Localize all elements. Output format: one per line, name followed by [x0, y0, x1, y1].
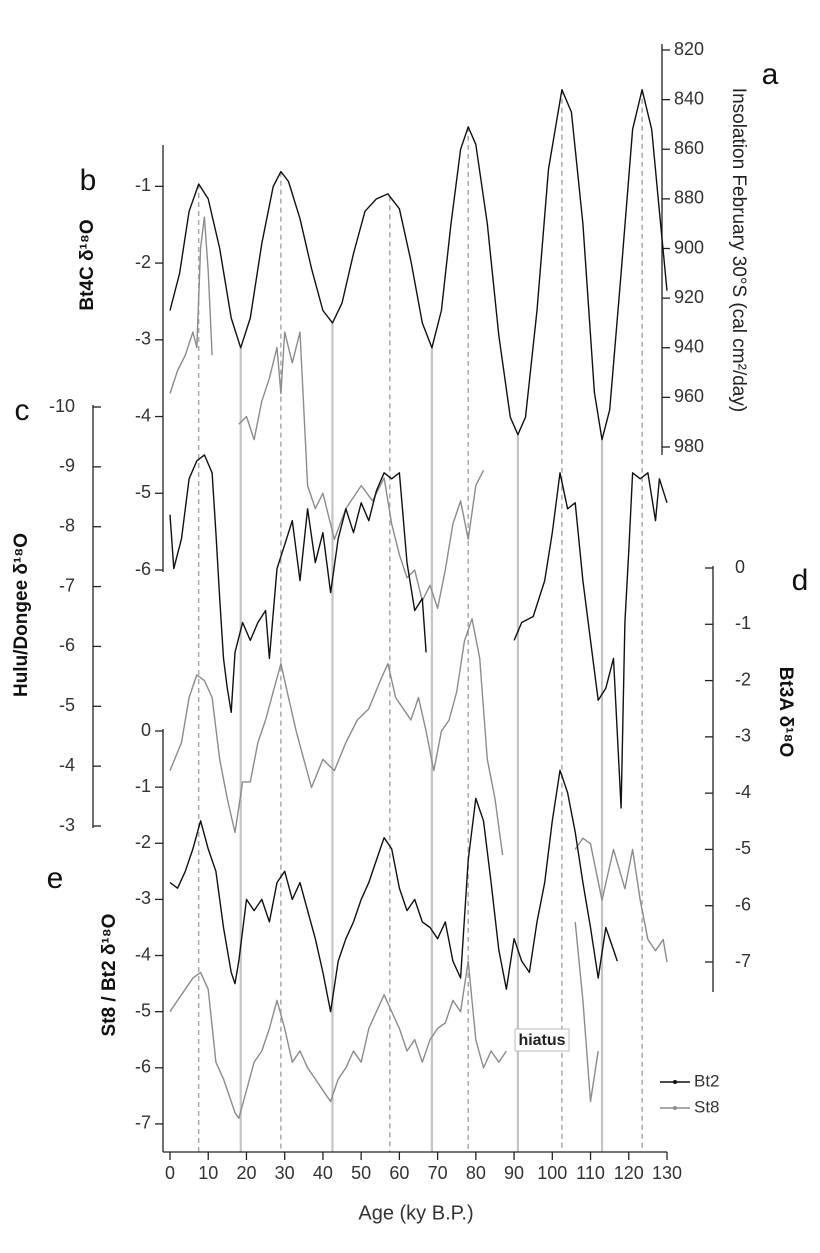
panel-label: c — [15, 394, 30, 427]
y-tick-label: -7 — [59, 575, 75, 595]
x-tick-label: 30 — [275, 1163, 295, 1183]
y-axis-label: Insolation February 30°S (cal cm²/day) — [728, 88, 749, 412]
legend-marker — [673, 1080, 677, 1084]
y-tick-label: 940 — [674, 337, 704, 357]
y-tick-label: 980 — [674, 436, 704, 456]
x-tick-label: 20 — [236, 1163, 256, 1183]
y-tick-label: -5 — [735, 838, 751, 858]
y-tick-label: -3 — [59, 815, 75, 835]
y-tick-label: -1 — [135, 776, 151, 796]
x-tick-label: 110 — [576, 1163, 605, 1183]
y-tick-label: -4 — [59, 755, 75, 775]
data-line — [169, 89, 668, 441]
legend-label: Bt2 — [694, 1071, 720, 1090]
y-tick-label: -3 — [135, 888, 151, 908]
y-tick-label: -3 — [135, 329, 151, 349]
x-tick-label: 80 — [466, 1163, 486, 1183]
y-tick-label: -10 — [49, 396, 75, 416]
y-tick-label: -6 — [735, 894, 751, 914]
annotation: hiatus — [518, 1032, 565, 1049]
y-axis-label: Bt4C δ¹⁸O — [77, 219, 98, 310]
x-tick-label: 130 — [652, 1163, 682, 1183]
legend-label: St8 — [694, 1097, 720, 1116]
panel-label: b — [80, 164, 97, 197]
x-axis-label: Age (ky B.P.) — [358, 1202, 473, 1224]
y-tick-label: -4 — [135, 944, 151, 964]
y-tick-label: -7 — [735, 951, 751, 971]
x-tick-label: 100 — [537, 1163, 567, 1183]
annotation-box — [514, 1028, 570, 1052]
data-line — [169, 769, 618, 1013]
x-tick-label: 50 — [351, 1163, 371, 1183]
x-tick-label: 10 — [198, 1163, 218, 1183]
y-tick-label: -6 — [135, 1057, 151, 1077]
legend-marker — [673, 1106, 677, 1110]
data-line — [169, 618, 668, 963]
data-line — [169, 454, 668, 809]
y-tick-label: -5 — [135, 482, 151, 502]
x-tick-label: 40 — [313, 1163, 333, 1183]
y-tick-label: 880 — [674, 188, 704, 208]
y-tick-label: 920 — [674, 287, 704, 307]
y-tick-label: -9 — [59, 456, 75, 476]
y-tick-label: -2 — [135, 832, 151, 852]
panel-label: e — [47, 862, 64, 895]
y-tick-label: 860 — [674, 138, 704, 158]
y-tick-label: -4 — [135, 405, 151, 425]
y-tick-label: -5 — [59, 695, 75, 715]
data-line — [169, 921, 599, 1119]
x-tick-label: 60 — [389, 1163, 409, 1183]
y-tick-label: -7 — [135, 1113, 151, 1133]
y-tick-label: -1 — [135, 175, 151, 195]
y-tick-label: 0 — [141, 720, 151, 740]
x-tick-label: 90 — [504, 1163, 524, 1183]
y-tick-label: -5 — [135, 1000, 151, 1020]
y-tick-label: 0 — [735, 557, 745, 577]
y-tick-label: -2 — [135, 252, 151, 272]
panel-label: a — [762, 58, 779, 91]
y-tick-label: 820 — [674, 39, 704, 59]
y-tick-label: 960 — [674, 386, 704, 406]
y-tick-label: -3 — [735, 726, 751, 746]
y-tick-label: 900 — [674, 237, 704, 257]
y-tick-label: -4 — [735, 782, 751, 802]
x-tick-label: 70 — [428, 1163, 448, 1183]
y-axis-label: Hulu/Dongee δ¹⁸O — [11, 533, 32, 697]
x-tick-label: 120 — [614, 1163, 644, 1183]
y-axis-label: Bt3A δ¹⁸O — [775, 667, 796, 758]
y-tick-label: -8 — [59, 515, 75, 535]
x-tick-label: 0 — [165, 1163, 175, 1183]
y-tick-label: -2 — [735, 669, 751, 689]
y-axis-label: St8 / Bt2 δ¹⁸O — [99, 914, 120, 1037]
y-tick-label: -6 — [59, 635, 75, 655]
panel-label: d — [792, 564, 809, 597]
data-line — [169, 216, 485, 610]
y-tick-label: -6 — [135, 559, 151, 579]
y-tick-label: -1 — [735, 613, 751, 633]
y-tick-label: 840 — [674, 88, 704, 108]
